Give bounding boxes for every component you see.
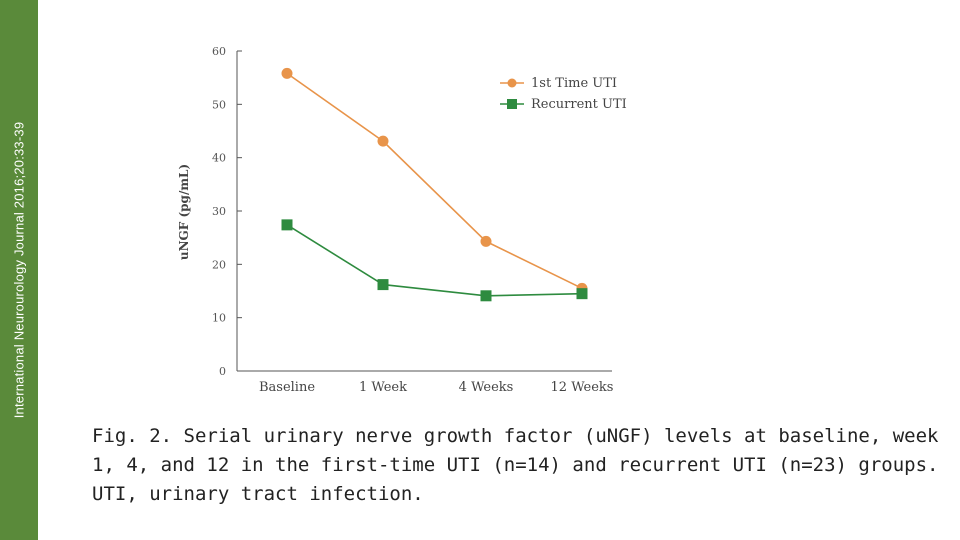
journal-sidebar: International Neurourology Journal 2016;… [0,0,38,540]
y-tick-label: 50 [212,98,226,111]
data-point [576,288,588,300]
caption-line: 1, 4, and 12 in the first-time UTI (n=14… [92,454,939,476]
x-tick-label: Baseline [259,380,315,395]
data-point [377,135,389,147]
legend-marker [507,78,517,88]
legend-label: 1st Time UTI [531,76,617,91]
legend-label: Recurrent UTI [531,97,627,112]
caption-line: Fig. 2. Serial urinary nerve growth fact… [92,425,939,447]
x-axis-ticks: Baseline 1 Week 4 Weeks 12 Weeks [259,380,613,395]
chart-series [281,67,588,302]
y-tick-label: 20 [212,258,226,271]
caption-line: UTI, urinary tract infection. [92,483,424,505]
y-tick-label: 40 [212,152,226,165]
y-tick-label: 30 [212,205,226,218]
data-point [281,219,293,231]
chart-legend: 1st Time UTI Recurrent UTI [500,76,627,112]
x-tick-label: 1 Week [359,380,407,395]
data-point [281,67,293,79]
data-point [480,235,492,247]
y-tick-label: 10 [212,312,226,325]
series-line [286,72,583,290]
legend-item: Recurrent UTI [500,97,627,112]
x-tick-label: 12 Weeks [551,380,614,395]
series-recurrent-uti [281,219,588,302]
data-point [480,290,492,302]
y-axis-label: uNGF (pg/mL) [177,164,191,260]
y-axis-ticks: 0 10 20 30 40 50 60 [212,45,242,378]
legend-item: 1st Time UTI [500,76,617,91]
data-point [377,279,389,291]
legend-marker [507,99,517,109]
x-tick-label: 4 Weeks [459,380,514,395]
figure-caption: Fig. 2. Serial urinary nerve growth fact… [92,422,939,509]
y-tick-label: 60 [212,45,226,58]
series-line [286,224,583,297]
y-tick-label: 0 [219,365,226,378]
